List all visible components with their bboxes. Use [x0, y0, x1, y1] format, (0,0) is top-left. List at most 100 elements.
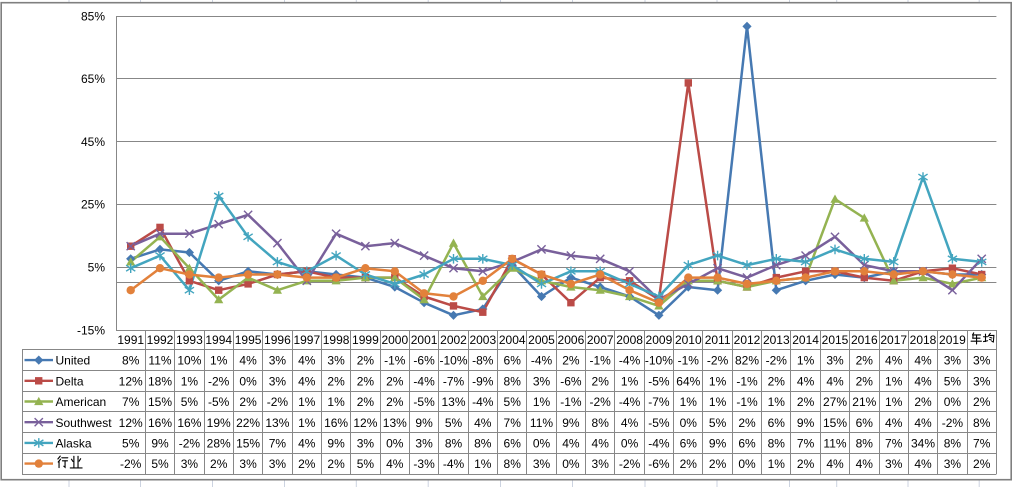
svg-text:4%: 4%	[914, 374, 932, 388]
svg-text:1%: 1%	[533, 395, 551, 409]
svg-text:2012: 2012	[734, 333, 761, 347]
svg-text:6%: 6%	[856, 416, 874, 430]
svg-text:4%: 4%	[298, 437, 316, 451]
svg-text:0%: 0%	[533, 437, 551, 451]
svg-text:-6%: -6%	[648, 457, 670, 471]
svg-text:15%: 15%	[236, 437, 260, 451]
svg-text:27%: 27%	[823, 395, 847, 409]
svg-text:1997: 1997	[293, 333, 320, 347]
svg-text:-5%: -5%	[413, 395, 435, 409]
svg-text:22%: 22%	[236, 416, 260, 430]
svg-text:-4%: -4%	[472, 395, 494, 409]
svg-text:1%: 1%	[298, 416, 316, 430]
svg-text:1%: 1%	[327, 395, 345, 409]
svg-text:3%: 3%	[533, 374, 551, 388]
svg-text:12%: 12%	[119, 374, 143, 388]
svg-text:2%: 2%	[210, 457, 228, 471]
svg-text:Southwest: Southwest	[56, 416, 113, 430]
svg-text:2018: 2018	[910, 333, 937, 347]
svg-text:4%: 4%	[239, 354, 257, 368]
svg-text:1994: 1994	[205, 333, 232, 347]
svg-text:8%: 8%	[474, 437, 492, 451]
svg-text:2%: 2%	[973, 395, 991, 409]
svg-text:1992: 1992	[147, 333, 174, 347]
svg-text:1%: 1%	[885, 395, 903, 409]
svg-text:1%: 1%	[709, 395, 727, 409]
svg-text:16%: 16%	[177, 416, 201, 430]
svg-text:2004: 2004	[499, 333, 526, 347]
svg-text:1999: 1999	[352, 333, 379, 347]
svg-text:5%: 5%	[445, 416, 463, 430]
svg-text:6%: 6%	[504, 437, 522, 451]
svg-text:4%: 4%	[592, 437, 610, 451]
svg-text:-4%: -4%	[443, 457, 465, 471]
svg-text:-2%: -2%	[766, 354, 788, 368]
svg-text:2%: 2%	[709, 457, 727, 471]
svg-text:1993: 1993	[176, 333, 203, 347]
svg-text:6%: 6%	[680, 437, 698, 451]
svg-text:2013: 2013	[763, 333, 790, 347]
svg-text:0%: 0%	[386, 437, 404, 451]
svg-text:6%: 6%	[768, 416, 786, 430]
svg-text:2000: 2000	[381, 333, 408, 347]
svg-text:5%: 5%	[709, 416, 727, 430]
svg-text:2%: 2%	[592, 374, 610, 388]
svg-text:2017: 2017	[880, 333, 907, 347]
svg-text:7%: 7%	[885, 437, 903, 451]
svg-text:4%: 4%	[914, 416, 932, 430]
svg-text:2%: 2%	[680, 457, 698, 471]
svg-text:6%: 6%	[738, 437, 756, 451]
svg-text:25%: 25%	[81, 198, 105, 212]
svg-text:3%: 3%	[944, 354, 962, 368]
svg-text:1%: 1%	[709, 374, 727, 388]
svg-text:2%: 2%	[973, 457, 991, 471]
svg-text:3%: 3%	[885, 457, 903, 471]
svg-text:12%: 12%	[119, 416, 143, 430]
svg-text:-5%: -5%	[208, 395, 230, 409]
svg-text:2005: 2005	[528, 333, 555, 347]
svg-text:-5%: -5%	[648, 374, 670, 388]
svg-text:-1%: -1%	[736, 395, 758, 409]
svg-text:8%: 8%	[768, 437, 786, 451]
svg-text:16%: 16%	[324, 416, 348, 430]
svg-text:5%: 5%	[944, 374, 962, 388]
svg-text:-15%: -15%	[77, 323, 105, 337]
svg-text:0%: 0%	[738, 457, 756, 471]
svg-text:8%: 8%	[944, 437, 962, 451]
svg-text:-6%: -6%	[413, 354, 435, 368]
svg-text:4%: 4%	[885, 354, 903, 368]
svg-text:2006: 2006	[558, 333, 585, 347]
svg-text:5%: 5%	[357, 457, 375, 471]
svg-text:-2%: -2%	[707, 354, 729, 368]
svg-text:82%: 82%	[735, 354, 759, 368]
svg-text:15%: 15%	[823, 416, 847, 430]
svg-text:-3%: -3%	[413, 457, 435, 471]
svg-text:1%: 1%	[768, 457, 786, 471]
svg-text:1%: 1%	[885, 374, 903, 388]
svg-text:2%: 2%	[856, 354, 874, 368]
svg-text:4%: 4%	[885, 416, 903, 430]
svg-text:3%: 3%	[181, 457, 199, 471]
svg-text:-1%: -1%	[678, 354, 700, 368]
svg-text:0%: 0%	[680, 416, 698, 430]
svg-text:16%: 16%	[148, 416, 172, 430]
svg-text:9%: 9%	[562, 416, 580, 430]
svg-text:7%: 7%	[973, 437, 991, 451]
svg-text:2%: 2%	[327, 457, 345, 471]
svg-text:2010: 2010	[675, 333, 702, 347]
svg-text:-8%: -8%	[472, 354, 494, 368]
svg-text:65%: 65%	[81, 72, 105, 86]
svg-text:1995: 1995	[235, 333, 262, 347]
svg-text:4%: 4%	[914, 354, 932, 368]
svg-text:1%: 1%	[210, 354, 228, 368]
svg-text:64%: 64%	[676, 374, 700, 388]
svg-text:10%: 10%	[177, 354, 201, 368]
svg-text:3%: 3%	[357, 437, 375, 451]
svg-text:6%: 6%	[504, 354, 522, 368]
svg-text:1%: 1%	[797, 354, 815, 368]
svg-text:7%: 7%	[269, 437, 287, 451]
svg-text:4%: 4%	[298, 354, 316, 368]
svg-text:2%: 2%	[386, 395, 404, 409]
svg-text:Delta: Delta	[56, 374, 84, 388]
svg-text:3%: 3%	[533, 457, 551, 471]
